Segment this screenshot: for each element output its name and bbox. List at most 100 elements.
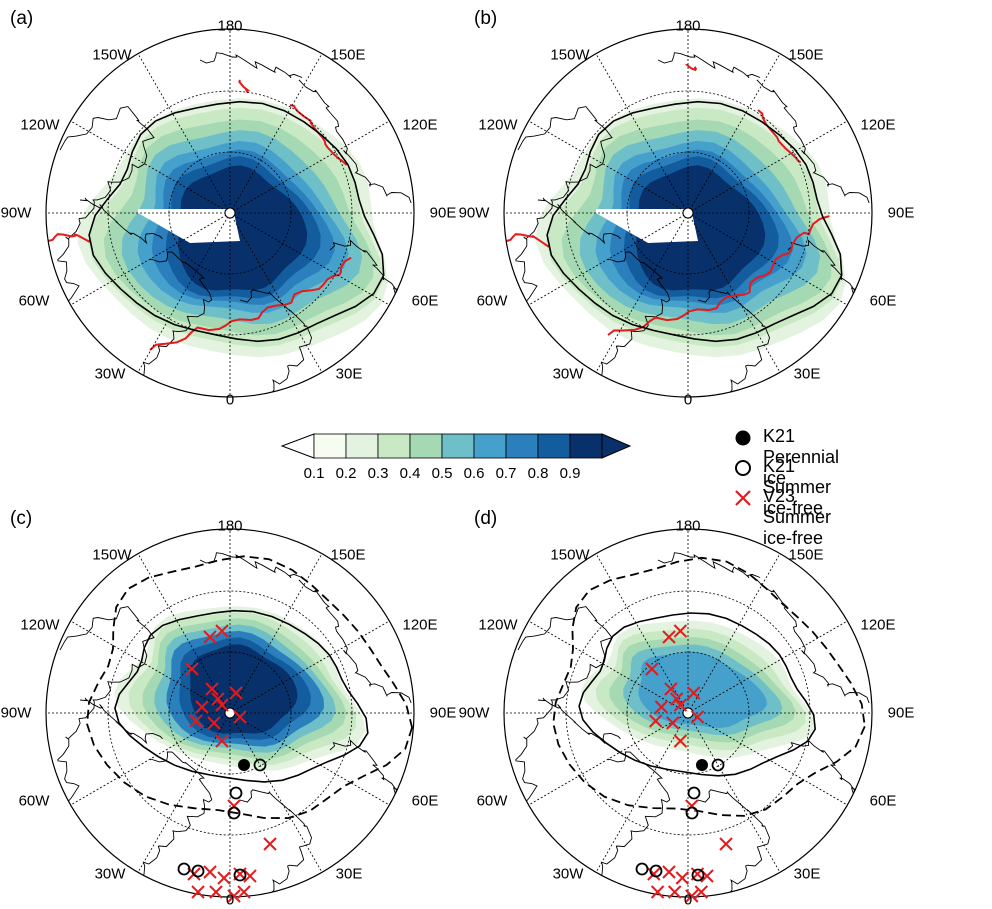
k21-icefree-marker: [191, 864, 205, 878]
coastline: [756, 579, 870, 704]
colorbar-segment: [313, 433, 347, 459]
panel-label: (a): [10, 8, 34, 29]
longitude-label: 30E: [335, 865, 363, 883]
v23-icefree-marker: [191, 885, 205, 899]
meridian-line: [528, 120, 689, 214]
coastline: [57, 106, 155, 321]
colorbar-tick-label: 0.9: [559, 465, 581, 482]
longitude-label: 90E: [429, 204, 457, 222]
longitude-label: 60E: [411, 292, 439, 310]
meridian-line: [687, 120, 848, 214]
meridian-line: [595, 553, 689, 714]
v23-icefree-marker: [243, 869, 257, 883]
colorbar-tick-label: 0.3: [367, 465, 389, 482]
v23-icefree-marker: [211, 692, 225, 706]
coastline: [787, 239, 866, 302]
longitude-label: 150W: [92, 46, 132, 64]
v23-icefree-marker: [205, 682, 219, 696]
meridian-line: [687, 212, 848, 306]
coastline: [239, 289, 312, 397]
longitude-label: 30W: [94, 865, 126, 883]
meridian-line: [229, 620, 390, 714]
v23-icefree-marker: [654, 700, 669, 714]
colorbar-tick-label: 0.4: [399, 465, 421, 482]
longitude-label: 120E: [860, 616, 896, 634]
pole-marker: [682, 207, 694, 219]
v23-icefree-marker: [647, 867, 661, 881]
filled-circle-icon: [735, 430, 751, 446]
coastline: [298, 579, 412, 704]
colorbar-tick-label: 0.6: [463, 465, 485, 482]
dashed-contour: [86, 555, 414, 820]
coastline: [697, 789, 770, 897]
meridian-line: [528, 212, 689, 306]
coastline: [515, 606, 613, 821]
k21-icefree-marker: [227, 806, 241, 820]
longitude-label: 0: [225, 891, 235, 909]
k21-icefree-marker: [253, 758, 267, 772]
map-panel-c: (c) 180 150W 150E 120W 120E 90W 90E 60W 60E 30W 30…: [0, 500, 496, 909]
coastline: [329, 239, 408, 302]
longitude-label: 30E: [793, 865, 821, 883]
meridian-line: [229, 120, 390, 214]
v23-icefree-marker: [694, 885, 709, 899]
v23-icefree-marker: [664, 682, 678, 696]
v23-icefree-marker: [215, 698, 229, 712]
v23-icefree-marker: [673, 734, 688, 748]
v23-icefree-marker: [229, 686, 243, 700]
v23-icefree-marker: [217, 871, 231, 885]
k21-icefree-marker: [635, 862, 649, 876]
v23-icefree-marker: [667, 885, 682, 899]
coastline: [79, 697, 163, 745]
v23-icefree-marker: [215, 624, 229, 638]
red-boundary-line: [149, 256, 352, 351]
k21-icefree-marker: [649, 864, 663, 878]
colorbar-high-arrow: [601, 433, 632, 459]
v23-icefree-marker: [675, 871, 690, 885]
meridian-line: [70, 212, 231, 306]
longitude-label: 30E: [335, 365, 363, 383]
coastline: [127, 751, 213, 891]
meridian-line: [70, 620, 231, 714]
longitude-label: 0: [683, 891, 693, 909]
meridian-line: [595, 212, 689, 373]
meridian-line: [70, 712, 231, 806]
longitude-label: 150E: [788, 546, 824, 564]
coastline: [127, 251, 213, 391]
longitude-label: 150E: [788, 46, 824, 64]
longitude-label: 120W: [20, 116, 60, 134]
map-panel-a: (a) 180 150W 150E 120W 120E 90W 90E 60W 60E 30W 30…: [0, 0, 496, 424]
meridian-line: [687, 212, 781, 373]
coastline: [537, 197, 621, 245]
coastline: [329, 739, 408, 802]
v23-icefree-marker: [215, 734, 229, 748]
meridian-line: [70, 120, 231, 214]
longitude-label: 90W: [0, 704, 32, 722]
legend-label: V23 Summer ice-free: [763, 486, 832, 548]
longitude-label: 150W: [550, 546, 590, 564]
map-frame: [503, 528, 873, 898]
k21-icefree-marker: [177, 862, 191, 876]
ice-concentration-band: [652, 658, 752, 722]
panel-label: (d): [474, 508, 498, 529]
longitude-label: 60E: [869, 792, 897, 810]
longitude-label: 90E: [887, 704, 915, 722]
coastline: [239, 789, 312, 897]
coastline: [57, 606, 155, 821]
v23-icefree-marker: [669, 692, 684, 706]
longitude-label: 180: [675, 17, 701, 35]
polar-map: [45, 528, 415, 903]
coastline: [697, 289, 770, 397]
v23-icefree-marker: [685, 889, 699, 903]
v23-icefree-marker: [203, 630, 217, 644]
missing-data-wedge: [596, 213, 698, 243]
ice-edge-contour: [114, 609, 369, 783]
polar-map: [503, 28, 873, 398]
meridian-line: [229, 553, 323, 714]
map-frame: [503, 28, 873, 398]
meridian-line: [595, 712, 689, 873]
colorbar-segment: [345, 433, 379, 459]
v23-icefree-marker: [662, 865, 676, 879]
v23-icefree-marker: [650, 885, 665, 899]
coastline: [537, 697, 621, 745]
